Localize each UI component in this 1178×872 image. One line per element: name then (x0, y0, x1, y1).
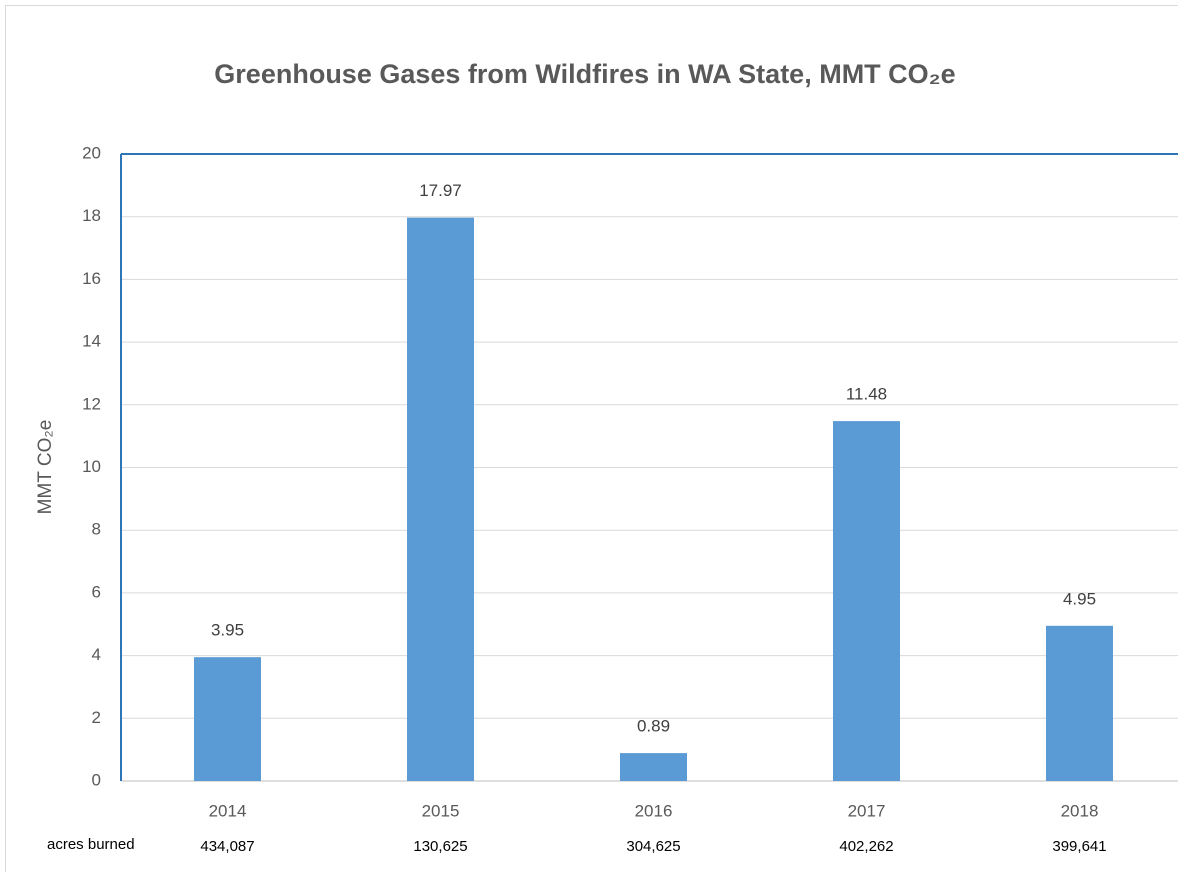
y-tick-label: 4 (92, 645, 101, 664)
footer-label: acres burned (47, 836, 135, 853)
data-label: 11.48 (846, 385, 887, 404)
y-tick-label: 8 (92, 520, 101, 539)
x-tick-label: 2016 (635, 801, 673, 820)
y-tick-label: 6 (92, 582, 101, 601)
y-tick-label: 10 (82, 457, 101, 476)
y-tick-label: 18 (82, 206, 101, 225)
data-label: 4.95 (1063, 589, 1096, 608)
y-tick-label: 20 (82, 143, 101, 162)
x-tick-label: 2017 (848, 801, 886, 820)
bar (620, 753, 687, 781)
x-tick-label: 2014 (209, 801, 247, 820)
bar (194, 657, 261, 781)
y-tick-label: 2 (92, 708, 101, 727)
y-axis-label: MMT CO₂e (35, 420, 56, 515)
bar (833, 421, 900, 781)
x-tick-label: 2018 (1061, 801, 1099, 820)
y-tick-label: 16 (82, 269, 101, 288)
acres-value: 402,262 (839, 838, 893, 855)
y-tick-label: 12 (82, 394, 101, 413)
acres-value: 434,087 (200, 838, 254, 855)
chart-title: Greenhouse Gases from Wildfires in WA St… (214, 59, 955, 89)
data-label: 0.89 (637, 717, 670, 736)
acres-value: 304,625 (626, 838, 680, 855)
x-tick-label: 2015 (422, 801, 460, 820)
y-tick-label: 0 (92, 770, 101, 789)
y-tick-label: 14 (82, 332, 101, 351)
data-label: 17.97 (419, 181, 462, 200)
acres-value: 130,625 (413, 838, 467, 855)
chart-border (5, 5, 1178, 872)
bar (407, 217, 474, 781)
data-label: 3.95 (211, 621, 244, 640)
bar (1046, 625, 1113, 781)
acres-value: 399,641 (1052, 838, 1106, 855)
